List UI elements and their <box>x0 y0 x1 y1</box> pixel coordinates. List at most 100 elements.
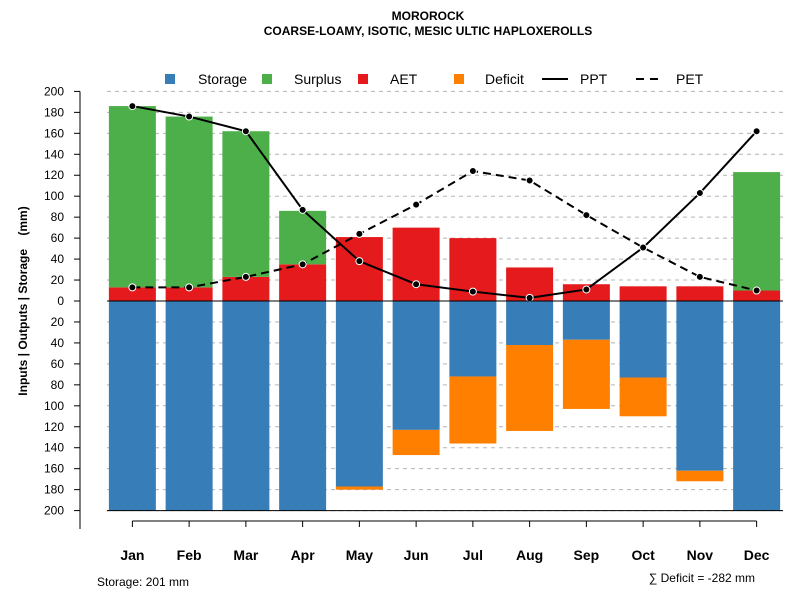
legend-item-deficit: Deficit <box>454 71 524 87</box>
point-ppt-jan <box>128 102 137 111</box>
bar-deficit-jul <box>449 376 497 444</box>
axes: 2001801601401201008060402002040608010012… <box>44 84 783 563</box>
point-pet-jul <box>468 167 477 176</box>
y-tick-label: 160 <box>44 126 64 140</box>
y-tick-label: 180 <box>44 105 64 119</box>
x-tick-label-aug: Aug <box>516 547 543 563</box>
point-pet-dec <box>752 286 761 295</box>
y-tick-label: 140 <box>44 147 64 161</box>
y-tick-label: 80 <box>51 378 65 392</box>
bar-storage-nov <box>676 301 724 471</box>
legend-label: PET <box>676 71 704 87</box>
bars <box>108 106 781 511</box>
x-tick-label-may: May <box>346 547 373 563</box>
legend-label: Storage <box>198 71 247 87</box>
bar-deficit-aug <box>506 345 554 431</box>
point-pet-may <box>355 229 364 238</box>
bar-storage-dec <box>733 301 781 511</box>
y-tick-label: 60 <box>51 231 65 245</box>
point-pet-feb <box>185 283 194 292</box>
chart-title: MOROROCK <box>392 9 465 23</box>
point-ppt-feb <box>185 112 194 121</box>
x-tick-label-jul: Jul <box>463 547 483 563</box>
bar-deficit-sep <box>562 339 610 409</box>
point-ppt-jul <box>468 287 477 296</box>
bar-surplus-jan <box>108 106 156 288</box>
point-pet-jun <box>412 200 421 209</box>
bar-storage-jun <box>392 301 440 430</box>
point-ppt-mar <box>241 127 250 136</box>
bar-aet-dec <box>733 290 781 301</box>
x-tick-label-jan: Jan <box>120 547 144 563</box>
y-tick-label: 100 <box>44 189 64 203</box>
y-tick-label: 20 <box>51 315 65 329</box>
bar-surplus-feb <box>165 116 213 288</box>
bar-deficit-nov <box>676 470 724 482</box>
bar-deficit-jun <box>392 429 440 456</box>
legend-label: PPT <box>580 71 608 87</box>
legend-item-ppt: PPT <box>542 71 608 87</box>
legend-item-aet: AET <box>358 71 418 87</box>
x-tick-label-apr: Apr <box>291 547 316 563</box>
x-tick-label-dec: Dec <box>744 547 770 563</box>
point-ppt-oct <box>639 243 648 252</box>
point-ppt-jun <box>412 280 421 289</box>
x-tick-label-mar: Mar <box>233 547 258 563</box>
x-tick-label-feb: Feb <box>177 547 202 563</box>
y-tick-label: 140 <box>44 441 64 455</box>
y-tick-label: 160 <box>44 462 64 476</box>
y-tick-label: 0 <box>57 294 64 308</box>
legend-label: Surplus <box>294 71 341 87</box>
legend-item-pet: PET <box>636 71 704 87</box>
bar-aet-mar <box>222 276 270 301</box>
point-pet-apr <box>298 260 307 269</box>
bar-storage-oct <box>619 301 667 378</box>
gridlines <box>107 90 783 512</box>
point-ppt-apr <box>298 205 307 214</box>
bar-surplus-mar <box>222 131 270 277</box>
deficit-annotation: ∑ Deficit = -282 mm <box>649 571 755 585</box>
point-pet-jan <box>128 283 137 292</box>
bar-storage-sep <box>562 301 610 340</box>
bar-storage-jul <box>449 301 497 377</box>
x-tick-label-sep: Sep <box>574 547 600 563</box>
point-ppt-nov <box>695 189 704 198</box>
bar-surplus-dec <box>733 172 781 291</box>
y-tick-label: 20 <box>51 273 65 287</box>
chart-subtitle: COARSE-LOAMY, ISOTIC, MESIC ULTIC HAPLOX… <box>264 24 592 38</box>
y-tick-label: 100 <box>44 399 64 413</box>
legend-label: AET <box>390 71 418 87</box>
point-pet-nov <box>695 272 704 281</box>
y-tick-label: 180 <box>44 483 64 497</box>
y-tick-label: 200 <box>44 84 64 98</box>
bar-aet-apr <box>279 264 327 301</box>
y-tick-label: 80 <box>51 210 65 224</box>
legend-swatch <box>262 74 272 84</box>
bar-deficit-may <box>335 486 383 490</box>
legend: Storage Surplus AET Deficit PPT PET <box>165 71 704 87</box>
line-pet <box>132 170 757 292</box>
point-pet-aug <box>525 176 534 185</box>
bar-aet-jan <box>108 287 156 301</box>
storage-annotation: Storage: 201 mm <box>97 575 189 589</box>
x-tick-label-jun: Jun <box>404 547 429 563</box>
point-ppt-sep <box>582 285 591 294</box>
legend-label: Deficit <box>485 71 524 87</box>
point-ppt-aug <box>525 293 534 302</box>
lines <box>128 102 761 302</box>
y-tick-label: 120 <box>44 168 64 182</box>
y-tick-label: 200 <box>44 504 64 518</box>
bar-aet-nov <box>676 286 724 301</box>
y-axis-label: Inputs | Outputs | Storage (mm) <box>16 206 30 395</box>
legend-swatch <box>165 74 175 84</box>
point-ppt-dec <box>752 127 761 136</box>
bar-deficit-oct <box>619 377 667 417</box>
legend-item-storage: Storage <box>165 71 247 87</box>
bar-aet-feb <box>165 287 213 301</box>
bar-storage-apr <box>279 301 327 511</box>
bar-storage-aug <box>506 301 554 346</box>
x-tick-label-oct: Oct <box>631 547 655 563</box>
legend-item-surplus: Surplus <box>262 71 341 87</box>
point-ppt-may <box>355 257 364 266</box>
